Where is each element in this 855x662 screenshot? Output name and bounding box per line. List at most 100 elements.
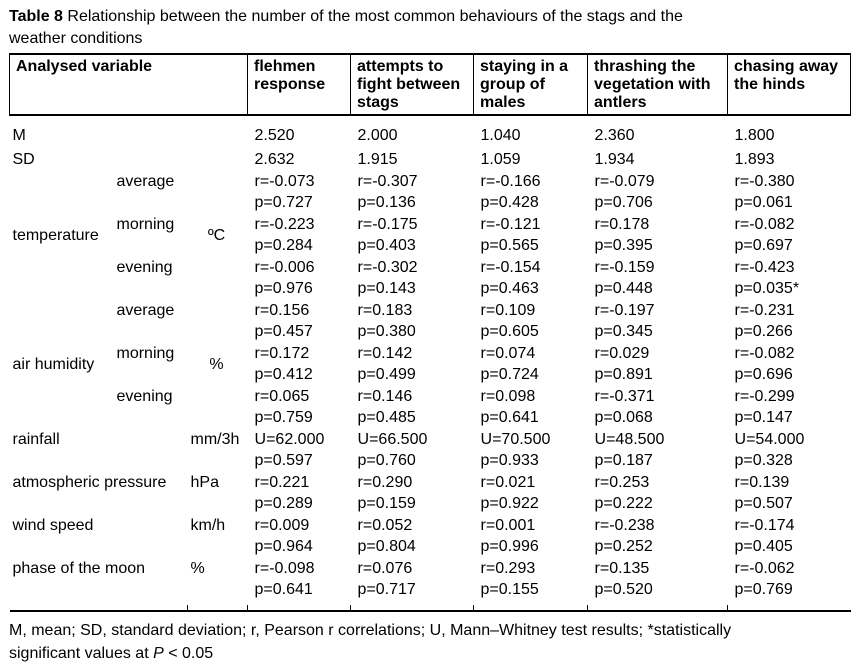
r-value: r=-0.073: [254, 173, 315, 190]
p-value: p=0.485: [357, 409, 416, 426]
p-value: p=0.428: [480, 194, 539, 211]
stat-cell: r=0.021 p=0.922: [474, 471, 588, 514]
p-value: p=0.136: [357, 194, 416, 211]
stat-cell: r=0.065 p=0.759: [248, 385, 351, 428]
stat-cell: U=48.500 p=0.187: [588, 428, 728, 471]
p-value: p=0.266: [734, 323, 793, 340]
r-value: r=0.290: [357, 474, 413, 491]
r-value: r=-0.166: [480, 173, 541, 190]
row-label: phase of the moon: [12, 560, 146, 577]
p-value: p=0.717: [357, 581, 416, 598]
r-value: r=0.139: [734, 474, 790, 491]
stat-cell: 2.360: [594, 127, 635, 144]
p-value: p=0.804: [357, 538, 416, 555]
stat-cell: r=0.139 p=0.507: [728, 471, 851, 514]
stat-cell: 1.800: [734, 127, 775, 144]
p-value: p=0.605: [480, 323, 539, 340]
r-value: r=-0.006: [254, 259, 315, 276]
stat-cell: r=-0.238 p=0.252: [588, 514, 728, 557]
p-value: p=0.507: [734, 495, 793, 512]
table-header: Analysed variable flehmen response attem…: [8, 54, 852, 116]
p-value: p=0.345: [594, 323, 653, 340]
r-value: r=0.172: [254, 345, 310, 362]
col-header-chasing-hinds: chasing away the hinds: [727, 54, 852, 116]
stat-cell: r=-0.380 p=0.061: [728, 170, 851, 213]
table-footnote: M, mean; SD, standard deviation; r, Pear…: [9, 619, 852, 662]
stat-cell: r=-0.371 p=0.068: [588, 385, 728, 428]
table-number: Table 8: [9, 8, 63, 25]
stat-cell: r=0.293 p=0.155: [474, 557, 588, 605]
row-label: air humidity: [12, 355, 95, 373]
stat-cell: 1.915: [357, 151, 398, 168]
p-value: p=0.964: [254, 538, 313, 555]
r-value: r=-0.154: [480, 259, 541, 276]
sub-label: average: [116, 302, 175, 319]
r-value: r=-0.079: [594, 173, 655, 190]
row-wind-speed: wind speed km/h r=0.009 p=0.964 r=0.052 p=…: [10, 514, 851, 557]
row-temperature-evening: evening r=-0.006 p=0.976 r=-0.302 p=0.143 …: [10, 256, 851, 299]
stat-cell: 1.059: [480, 151, 521, 168]
p-value: p=0.760: [357, 452, 416, 469]
r-value: r=0.065: [254, 388, 310, 405]
stat-cell: r=0.052 p=0.804: [351, 514, 474, 557]
row-phase-of-the-moon: phase of the moon % r=-0.098 p=0.641 r=0.…: [10, 557, 851, 605]
bottom-border-ticks: [10, 605, 851, 611]
sub-label: average: [116, 173, 175, 190]
r-value: r=-0.299: [734, 388, 795, 405]
p-value: p=0.996: [480, 538, 539, 555]
p-value: p=0.068: [594, 409, 653, 426]
stat-cell: r=0.009 p=0.964: [248, 514, 351, 557]
u-value: U=66.500: [357, 431, 428, 448]
stat-cell: r=0.098 p=0.641: [474, 385, 588, 428]
stat-cell: 1.040: [480, 127, 521, 144]
stat-cell: r=-0.062 p=0.769: [728, 557, 851, 605]
p-value: p=0.289: [254, 495, 313, 512]
r-value: r=0.156: [254, 302, 310, 319]
results-table: Analysed variable flehmen response attem…: [8, 53, 852, 612]
r-value: r=0.293: [480, 560, 536, 577]
stat-cell: r=0.142 p=0.499: [351, 342, 474, 385]
row-temperature-morning: morning r=-0.223 p=0.284 r=-0.175 p=0.403 …: [10, 213, 851, 256]
r-value: r=-0.238: [594, 517, 655, 534]
sub-label: morning: [116, 216, 175, 233]
u-value: U=62.000: [254, 431, 325, 448]
unit-label: %: [190, 560, 205, 577]
p-value: p=0.922: [480, 495, 539, 512]
stat-cell: r=-0.082 p=0.697: [728, 213, 851, 256]
p-value: p=0.499: [357, 366, 416, 383]
stat-cell: r=0.290 p=0.159: [351, 471, 474, 514]
row-temperature-average: temperature average ºC r=-0.073 p=0.727 r…: [10, 170, 851, 244]
r-value: r=0.052: [357, 517, 413, 534]
row-humidity-evening: evening r=0.065 p=0.759 r=0.146 p=0.485 r=…: [10, 385, 851, 428]
p-value: p=0.933: [480, 452, 539, 469]
row-label: atmospheric pressure: [12, 474, 167, 491]
p-value: p=0.252: [594, 538, 653, 555]
row-rainfall: rainfall mm/3h U=62.000 p=0.597 U=66.500 p…: [10, 428, 851, 471]
row-humidity-average: air humidity average % r=0.156 p=0.457 r=…: [10, 299, 851, 373]
row-label: temperature: [12, 226, 99, 244]
p-value: p=0.759: [254, 409, 313, 426]
r-value: r=0.076: [357, 560, 413, 577]
p-value: p=0.724: [480, 366, 539, 383]
stat-cell: 1.893: [734, 151, 775, 168]
footnote-line2-pre: significant values at: [9, 645, 154, 662]
u-value: U=48.500: [594, 431, 665, 448]
p-value: p=0.395: [594, 237, 653, 254]
sub-label: evening: [116, 259, 173, 276]
p-value: p=0.976: [254, 280, 313, 297]
stat-cell: r=-0.223 p=0.284: [248, 213, 351, 256]
p-value: p=0.328: [734, 452, 793, 469]
r-value: r=-0.082: [734, 345, 795, 362]
stat-cell: r=-0.098 p=0.641: [248, 557, 351, 605]
p-value: p=0.403: [357, 237, 416, 254]
p-value: p=0.565: [480, 237, 539, 254]
p-value: p=0.147: [734, 409, 793, 426]
row-label: M: [12, 127, 26, 144]
stat-cell: 2.520: [254, 127, 295, 144]
p-value: p=0.155: [480, 581, 539, 598]
r-value: r=-0.174: [734, 517, 795, 534]
caption-line1: Relationship between the number of the m…: [62, 8, 683, 25]
r-value: r=0.142: [357, 345, 413, 362]
header-row: Analysed variable flehmen response attem…: [8, 54, 852, 116]
stat-cell: r=-0.423 p=0.035*: [728, 256, 851, 299]
